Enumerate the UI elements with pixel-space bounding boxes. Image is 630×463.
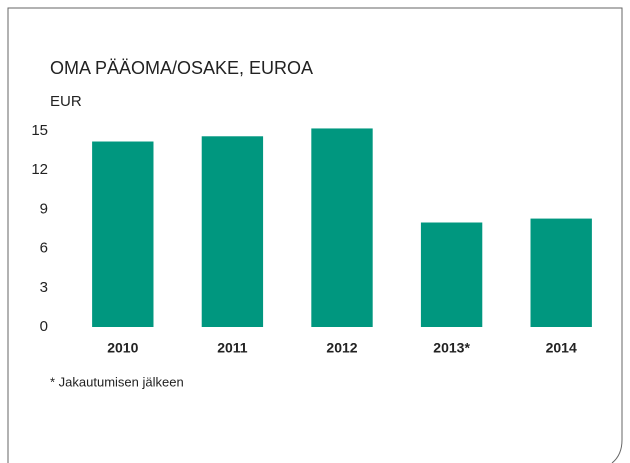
x-tick-label: 2013* [433,340,470,356]
bar [311,128,373,327]
x-tick-label: 2014 [546,340,577,356]
y-tick-label: 0 [40,318,48,335]
x-tick-label: 2012 [326,340,357,356]
y-tick-label: 3 [40,279,48,296]
x-tick-label: 2011 [217,340,248,356]
bar [420,222,483,327]
y-tick-label: 12 [31,161,48,178]
y-tick-label: 9 [40,200,48,217]
y-axis-label: EUR [50,93,82,110]
y-tick-label: 15 [31,122,48,139]
frame [7,7,623,463]
x-tick-label: 2010 [107,340,138,356]
footnote: * Jakautumisen jälkeen [50,374,184,389]
chart-title: OMA PÄÄOMA/OSAKE, EUROA [50,58,313,78]
bar [201,136,264,327]
y-tick-label: 6 [40,240,48,257]
bar [530,218,592,327]
bar [92,141,154,327]
